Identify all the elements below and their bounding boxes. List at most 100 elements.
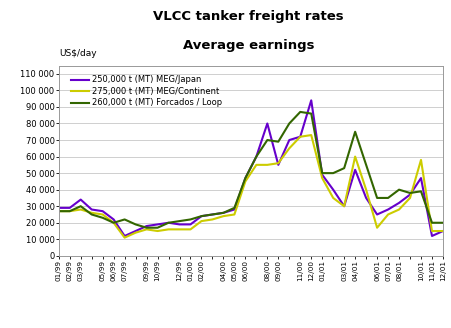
250,000 t (MT) MEG/Japan — [122, 234, 127, 238]
260,000 t (MT) Forcados / Loop — [176, 219, 182, 223]
260,000 t (MT) Forcados / Loop — [330, 171, 335, 175]
275,000 t (MT) MEG/Continent — [330, 196, 335, 200]
260,000 t (MT) Forcados / Loop — [242, 176, 248, 180]
250,000 t (MT) MEG/Japan — [363, 196, 368, 200]
275,000 t (MT) MEG/Continent — [385, 213, 390, 216]
250,000 t (MT) MEG/Japan — [373, 213, 379, 216]
275,000 t (MT) MEG/Continent — [275, 161, 281, 165]
275,000 t (MT) MEG/Continent — [198, 219, 204, 223]
275,000 t (MT) MEG/Continent — [242, 179, 248, 183]
260,000 t (MT) Forcados / Loop — [406, 191, 412, 195]
275,000 t (MT) MEG/Continent — [373, 226, 379, 230]
250,000 t (MT) MEG/Japan — [143, 224, 149, 228]
250,000 t (MT) MEG/Japan — [155, 222, 160, 226]
260,000 t (MT) Forcados / Loop — [110, 221, 116, 225]
260,000 t (MT) Forcados / Loop — [286, 122, 291, 126]
260,000 t (MT) Forcados / Loop — [428, 221, 434, 225]
250,000 t (MT) MEG/Japan — [406, 193, 412, 196]
250,000 t (MT) MEG/Japan — [308, 98, 313, 102]
275,000 t (MT) MEG/Continent — [143, 227, 149, 231]
275,000 t (MT) MEG/Continent — [155, 229, 160, 233]
250,000 t (MT) MEG/Japan — [352, 168, 357, 172]
250,000 t (MT) MEG/Japan — [264, 122, 269, 126]
260,000 t (MT) Forcados / Loop — [133, 222, 138, 226]
275,000 t (MT) MEG/Continent — [56, 209, 61, 213]
250,000 t (MT) MEG/Japan — [341, 204, 346, 208]
260,000 t (MT) Forcados / Loop — [166, 221, 171, 225]
275,000 t (MT) MEG/Continent — [231, 213, 237, 216]
250,000 t (MT) MEG/Japan — [385, 208, 390, 212]
260,000 t (MT) Forcados / Loop — [198, 214, 204, 218]
250,000 t (MT) MEG/Japan — [78, 198, 83, 202]
250,000 t (MT) MEG/Japan — [133, 229, 138, 233]
260,000 t (MT) Forcados / Loop — [100, 216, 105, 220]
275,000 t (MT) MEG/Continent — [176, 227, 182, 231]
260,000 t (MT) Forcados / Loop — [122, 217, 127, 221]
Text: Average earnings: Average earnings — [183, 39, 313, 52]
250,000 t (MT) MEG/Japan — [67, 206, 72, 210]
260,000 t (MT) Forcados / Loop — [67, 209, 72, 213]
275,000 t (MT) MEG/Continent — [133, 231, 138, 235]
260,000 t (MT) Forcados / Loop — [56, 209, 61, 213]
250,000 t (MT) MEG/Japan — [187, 222, 193, 226]
275,000 t (MT) MEG/Continent — [89, 211, 94, 215]
260,000 t (MT) Forcados / Loop — [187, 217, 193, 221]
250,000 t (MT) MEG/Japan — [428, 234, 434, 238]
250,000 t (MT) MEG/Japan — [56, 206, 61, 210]
275,000 t (MT) MEG/Continent — [220, 214, 226, 218]
260,000 t (MT) Forcados / Loop — [220, 211, 226, 215]
275,000 t (MT) MEG/Continent — [319, 176, 324, 180]
250,000 t (MT) MEG/Japan — [286, 138, 291, 142]
260,000 t (MT) Forcados / Loop — [275, 140, 281, 144]
275,000 t (MT) MEG/Continent — [396, 208, 401, 212]
275,000 t (MT) MEG/Continent — [100, 213, 105, 216]
275,000 t (MT) MEG/Continent — [67, 209, 72, 213]
250,000 t (MT) MEG/Japan — [220, 211, 226, 215]
250,000 t (MT) MEG/Japan — [198, 214, 204, 218]
275,000 t (MT) MEG/Continent — [122, 236, 127, 240]
275,000 t (MT) MEG/Continent — [352, 154, 357, 158]
260,000 t (MT) Forcados / Loop — [385, 196, 390, 200]
275,000 t (MT) MEG/Continent — [417, 158, 423, 162]
275,000 t (MT) MEG/Continent — [297, 135, 302, 139]
250,000 t (MT) MEG/Japan — [110, 217, 116, 221]
260,000 t (MT) Forcados / Loop — [319, 171, 324, 175]
Legend: 250,000 t (MT) MEG/Japan, 275,000 t (MT) MEG/Continent, 260,000 t (MT) Forcados : 250,000 t (MT) MEG/Japan, 275,000 t (MT)… — [70, 75, 222, 108]
250,000 t (MT) MEG/Japan — [166, 221, 171, 225]
275,000 t (MT) MEG/Continent — [439, 229, 445, 233]
250,000 t (MT) MEG/Japan — [439, 229, 445, 233]
275,000 t (MT) MEG/Continent — [428, 229, 434, 233]
260,000 t (MT) Forcados / Loop — [396, 188, 401, 192]
250,000 t (MT) MEG/Japan — [100, 209, 105, 213]
Line: 260,000 t (MT) Forcados / Loop: 260,000 t (MT) Forcados / Loop — [59, 112, 442, 228]
275,000 t (MT) MEG/Continent — [286, 146, 291, 150]
260,000 t (MT) Forcados / Loop — [341, 166, 346, 170]
250,000 t (MT) MEG/Japan — [319, 173, 324, 177]
260,000 t (MT) Forcados / Loop — [78, 204, 83, 208]
260,000 t (MT) Forcados / Loop — [231, 206, 237, 210]
250,000 t (MT) MEG/Japan — [242, 176, 248, 180]
250,000 t (MT) MEG/Japan — [176, 222, 182, 226]
260,000 t (MT) Forcados / Loop — [352, 130, 357, 134]
275,000 t (MT) MEG/Continent — [78, 208, 83, 212]
250,000 t (MT) MEG/Japan — [209, 213, 215, 216]
260,000 t (MT) Forcados / Loop — [363, 163, 368, 167]
250,000 t (MT) MEG/Japan — [231, 208, 237, 212]
250,000 t (MT) MEG/Japan — [275, 163, 281, 167]
275,000 t (MT) MEG/Continent — [363, 188, 368, 192]
260,000 t (MT) Forcados / Loop — [373, 196, 379, 200]
275,000 t (MT) MEG/Continent — [341, 204, 346, 208]
275,000 t (MT) MEG/Continent — [264, 163, 269, 167]
275,000 t (MT) MEG/Continent — [187, 227, 193, 231]
260,000 t (MT) Forcados / Loop — [253, 154, 258, 158]
260,000 t (MT) Forcados / Loop — [264, 138, 269, 142]
250,000 t (MT) MEG/Japan — [253, 154, 258, 158]
275,000 t (MT) MEG/Continent — [253, 163, 258, 167]
250,000 t (MT) MEG/Japan — [89, 208, 94, 212]
275,000 t (MT) MEG/Continent — [406, 196, 412, 200]
275,000 t (MT) MEG/Continent — [166, 227, 171, 231]
Text: US$/day: US$/day — [59, 49, 96, 58]
250,000 t (MT) MEG/Japan — [330, 188, 335, 192]
260,000 t (MT) Forcados / Loop — [308, 112, 313, 115]
Line: 250,000 t (MT) MEG/Japan: 250,000 t (MT) MEG/Japan — [59, 100, 442, 236]
